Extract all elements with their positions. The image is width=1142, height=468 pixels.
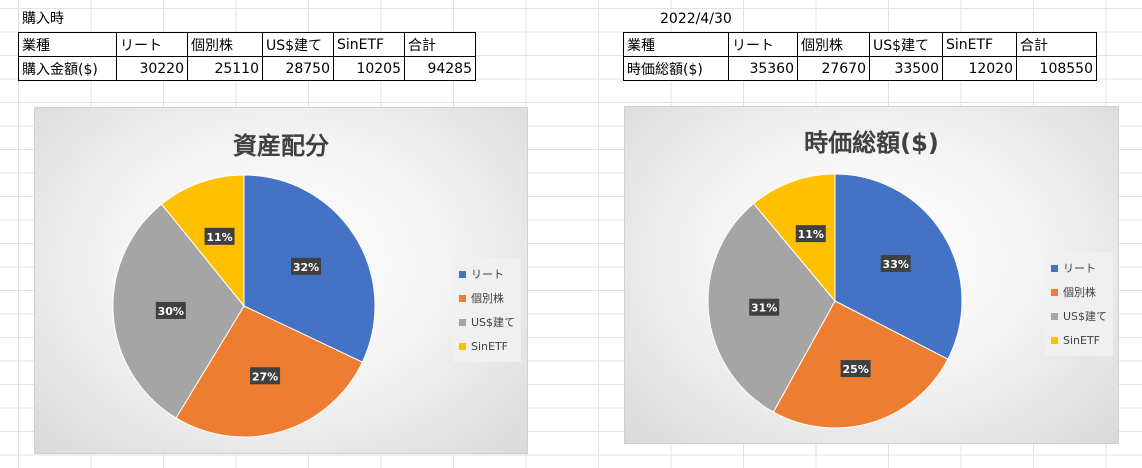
table-row: 購入金額($) 30220 25110 28750 10205 94285	[18, 56, 476, 81]
value-cell[interactable]: 28750	[262, 56, 334, 81]
legend-item[interactable]: US$建て	[1051, 304, 1107, 328]
purchase-table: 業種 リート 個別株 US$建て SinETF 合計 購入金額($) 30220…	[18, 32, 476, 81]
market-table: 業種 リート 個別株 US$建て SinETF 合計 時価総額($) 35360…	[623, 32, 1097, 81]
header-cell[interactable]: 個別株	[797, 32, 870, 57]
header-cell[interactable]: US$建て	[262, 32, 334, 57]
legend-label: リート	[471, 268, 504, 281]
header-cell[interactable]: 業種	[623, 32, 729, 57]
data-label-box	[291, 257, 322, 275]
table-header-row: 業種 リート 個別株 US$建て SinETF 合計	[18, 32, 476, 57]
value-cell[interactable]: 12020	[942, 56, 1017, 81]
header-cell[interactable]: リート	[116, 32, 188, 57]
legend-item[interactable]: リート	[459, 262, 515, 286]
pie-slice[interactable]	[752, 173, 836, 303]
data-label-text: 30%	[158, 305, 184, 318]
legend-swatch	[1051, 264, 1058, 272]
legend-swatch	[459, 342, 466, 350]
data-label: 31%	[749, 298, 780, 316]
data-label: 11%	[204, 227, 235, 245]
header-cell[interactable]: 合計	[404, 32, 476, 57]
value-cell[interactable]: 27670	[797, 56, 870, 81]
legend-label: SinETF	[471, 339, 509, 353]
data-label: 30%	[155, 301, 186, 319]
data-label: 27%	[250, 367, 281, 385]
data-label-text: 33%	[883, 258, 909, 271]
data-label-text: 11%	[206, 231, 232, 244]
data-label-text: 31%	[751, 302, 777, 315]
data-label: 11%	[795, 225, 826, 243]
data-label-box	[840, 360, 871, 378]
header-cell[interactable]: SinETF	[942, 32, 1017, 57]
pie-chart-asset-allocation[interactable]: 資産配分 32% 27% 30% 11% リート個別株 US$建て SinETF	[34, 107, 528, 454]
data-label: 32%	[291, 257, 322, 275]
value-cell[interactable]: 33500	[869, 56, 943, 81]
legend-swatch	[1051, 288, 1058, 296]
legend-item[interactable]: SinETF	[1051, 328, 1107, 352]
data-label-box	[204, 227, 235, 245]
data-label-box	[250, 367, 281, 385]
pie-plot: 32% 27% 30% 11%	[112, 174, 376, 438]
header-cell[interactable]: US$建て	[869, 32, 943, 57]
value-cell[interactable]: 10205	[333, 56, 405, 81]
legend-label: SinETF	[1063, 333, 1101, 347]
data-label-box	[749, 298, 780, 316]
header-cell[interactable]: 個別株	[187, 32, 263, 57]
header-cell[interactable]: SinETF	[333, 32, 405, 57]
pie-slice[interactable]	[160, 174, 245, 308]
table-row: 時価総額($) 35360 27670 33500 12020 108550	[623, 56, 1097, 81]
legend-swatch	[1051, 336, 1058, 344]
legend-item[interactable]: 個別株	[1051, 280, 1107, 304]
data-label-text: 11%	[798, 228, 824, 241]
legend-swatch	[1051, 312, 1058, 320]
header-cell[interactable]: リート	[728, 32, 798, 57]
row-label-cell[interactable]: 購入金額($)	[18, 56, 117, 81]
data-label: 25%	[840, 360, 871, 378]
table-header-row: 業種 リート 個別株 US$建て SinETF 合計	[623, 32, 1097, 57]
data-label-box	[880, 254, 911, 272]
chart-title: 資産配分	[233, 132, 329, 160]
purchase-label: 購入時	[22, 11, 64, 27]
data-label-box	[795, 225, 826, 243]
legend-label: 個別株	[1063, 286, 1096, 299]
value-cell[interactable]: 108550	[1016, 56, 1097, 81]
legend-item[interactable]: リート	[1051, 256, 1107, 280]
value-cell[interactable]: 94285	[404, 56, 476, 81]
chart-legend: リート個別株 US$建て SinETF	[1045, 252, 1114, 356]
legend-swatch	[459, 270, 466, 278]
legend-item[interactable]: SinETF	[459, 334, 515, 358]
header-cell[interactable]: 合計	[1016, 32, 1097, 57]
legend-item[interactable]: 個別株	[459, 286, 515, 310]
legend-swatch	[459, 318, 466, 326]
chart-legend: リート個別株 US$建て SinETF	[453, 258, 522, 362]
header-cell[interactable]: 業種	[18, 32, 117, 57]
data-label: 33%	[880, 254, 911, 272]
pie-plot: 33% 25% 31% 11%	[707, 173, 963, 429]
legend-label: US$建て	[471, 316, 516, 329]
value-cell[interactable]: 35360	[728, 56, 798, 81]
legend-item[interactable]: US$建て	[459, 310, 515, 334]
legend-label: 個別株	[471, 292, 504, 305]
data-label-text: 27%	[252, 370, 278, 383]
data-label-text: 25%	[842, 363, 868, 376]
data-label-text: 32%	[293, 261, 319, 274]
pie-chart-market-value[interactable]: 時価総額($) 33% 25% 31% 11% リート個別株 US$建て SinETF	[624, 106, 1119, 444]
legend-label: US$建て	[1063, 310, 1108, 323]
legend-swatch	[459, 294, 466, 302]
chart-title: 時価総額($)	[804, 129, 939, 157]
legend-label: リート	[1063, 262, 1096, 275]
row-label-cell[interactable]: 時価総額($)	[623, 56, 729, 81]
value-cell[interactable]: 30220	[116, 56, 188, 81]
date-label: 2022/4/30	[660, 11, 732, 27]
data-label-box	[155, 301, 186, 319]
value-cell[interactable]: 25110	[187, 56, 263, 81]
